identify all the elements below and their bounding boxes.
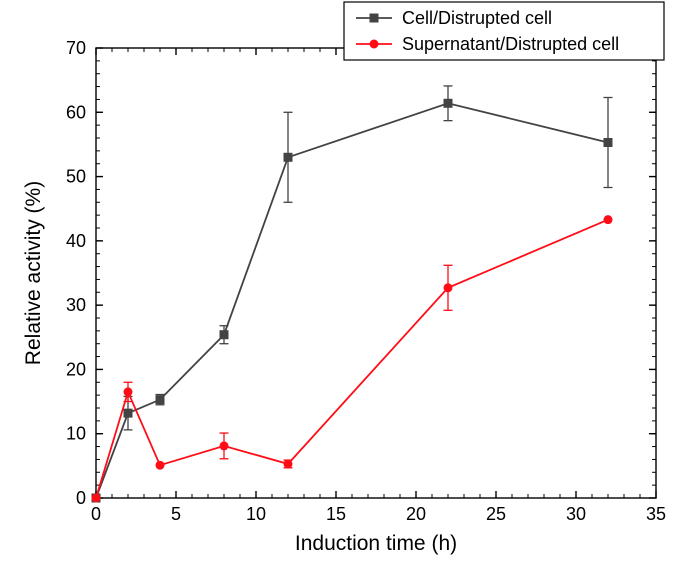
x-axis-label: Induction time (h) — [295, 532, 457, 555]
x-tick-label: 35 — [646, 504, 666, 524]
y-tick-label: 20 — [66, 359, 86, 379]
y-tick-label: 40 — [66, 231, 86, 251]
y-tick-label: 10 — [66, 424, 86, 444]
y-tick-label: 30 — [66, 295, 86, 315]
series-super — [92, 215, 613, 502]
legend-label-cell: Cell/Distrupted cell — [402, 8, 552, 28]
x-tick-label: 5 — [171, 504, 181, 524]
y-tick-label: 0 — [76, 488, 86, 508]
y-tick-label: 70 — [66, 38, 86, 58]
x-tick-label: 25 — [486, 504, 506, 524]
legend-label-super: Supernatant/Distrupted cell — [402, 34, 619, 54]
series-cell — [92, 86, 613, 503]
x-tick-label: 30 — [566, 504, 586, 524]
x-tick-label: 10 — [246, 504, 266, 524]
x-tick-label: 0 — [91, 504, 101, 524]
y-axis-label: Relative activity (%) — [22, 181, 45, 365]
x-tick-label: 20 — [406, 504, 426, 524]
activity-chart: 0 5 10 15 20 25 30 35 0 10 20 30 40 50 60 70 Induction t… — [0, 0, 685, 568]
legend: Cell/Distrupted cell Supernatant/Distrupt… — [344, 2, 664, 60]
y-tick-label: 60 — [66, 102, 86, 122]
x-tick-label: 15 — [326, 504, 346, 524]
y-tick-label: 50 — [66, 167, 86, 187]
